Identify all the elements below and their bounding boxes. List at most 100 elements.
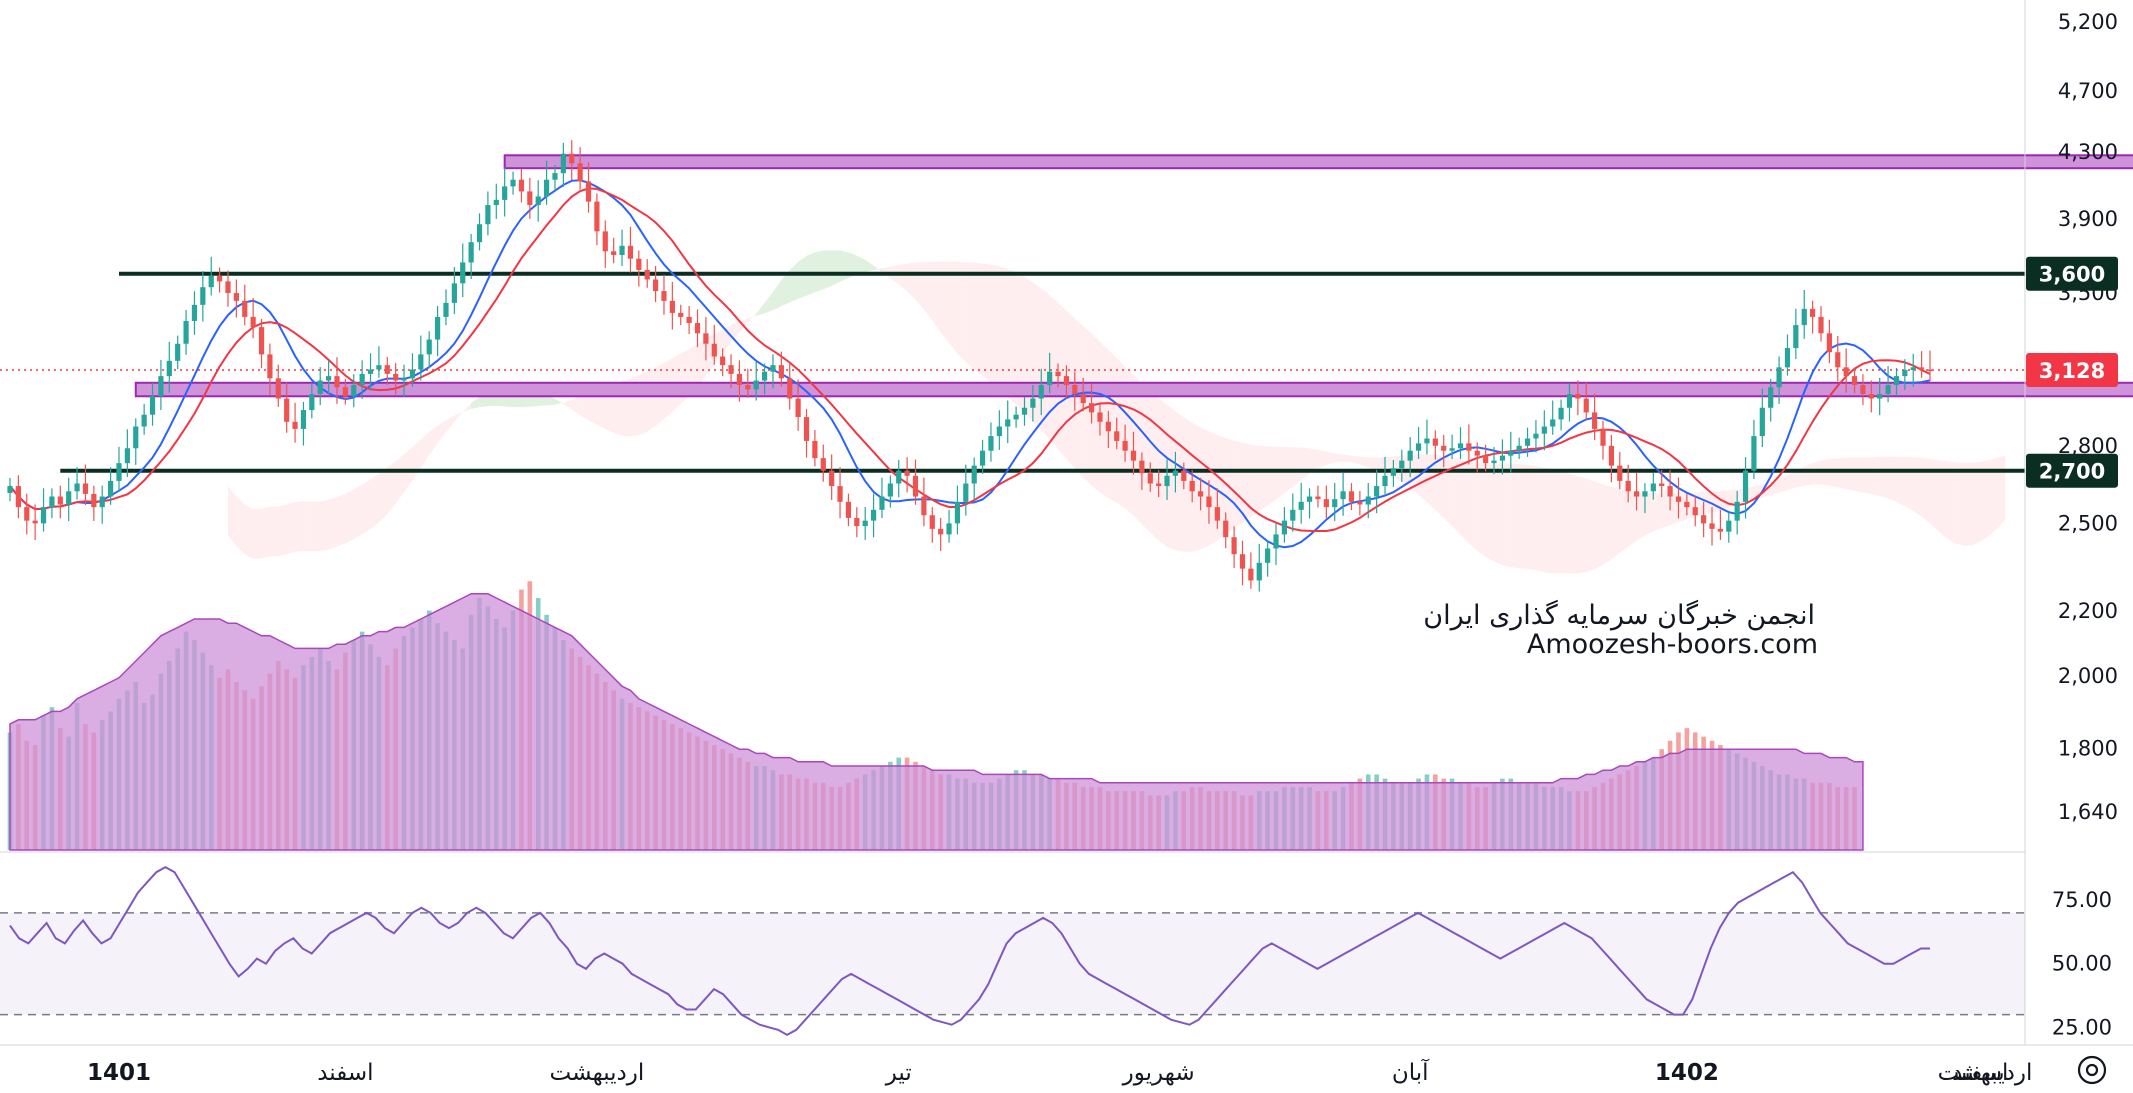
cloud-segment — [345, 489, 354, 544]
candle — [409, 353, 416, 387]
candle — [820, 444, 826, 482]
cloud-segment — [1837, 457, 1847, 490]
cloud-segment — [1259, 445, 1268, 512]
cloud-segment — [823, 250, 832, 290]
cloud-segment — [1058, 302, 1067, 459]
time-tick-label: اسفند — [317, 1060, 373, 1086]
candle — [1197, 477, 1204, 511]
cloud-segment — [580, 392, 589, 421]
candle — [661, 274, 667, 315]
candle — [1893, 367, 1900, 397]
candle — [1382, 456, 1388, 495]
ichimoku-cloud — [227, 250, 2006, 574]
candle — [1147, 462, 1153, 492]
candle — [225, 270, 231, 307]
candle — [1742, 457, 1749, 519]
cloud-segment — [1359, 456, 1369, 468]
cloud-segment — [1787, 470, 1796, 490]
cloud-segment — [647, 367, 656, 432]
candle — [1684, 493, 1690, 516]
cloud-segment — [1519, 464, 1528, 569]
time-tick-label: 1401 — [87, 1060, 151, 1086]
cloud-segment — [1083, 326, 1092, 486]
candle — [1105, 410, 1111, 448]
candle — [1843, 348, 1849, 393]
cloud-segment — [907, 262, 916, 300]
candle — [1005, 400, 1011, 444]
candle — [200, 270, 206, 322]
cloud-segment — [873, 265, 882, 273]
price-tick-label: 1,800 — [2058, 736, 2118, 760]
candle — [1701, 501, 1707, 538]
cloud-segment — [1913, 457, 1922, 517]
cloud-segment — [1343, 454, 1352, 463]
candle — [1239, 540, 1246, 586]
cloud-segment — [1921, 457, 1930, 524]
candle — [434, 306, 441, 357]
candle — [1625, 464, 1631, 503]
cloud-segment — [722, 324, 732, 354]
last-price-badge-text: 3,128 — [2039, 359, 2105, 383]
candle — [1810, 300, 1816, 334]
candle — [1709, 507, 1715, 546]
cloud-segment — [1099, 341, 1109, 499]
time-tick-label: 1402 — [1655, 1060, 1719, 1086]
candle — [15, 475, 21, 519]
candle — [1088, 384, 1095, 424]
candle — [468, 233, 474, 280]
candle — [1055, 363, 1061, 388]
candle — [359, 360, 365, 399]
candle — [787, 362, 793, 410]
candle — [1650, 472, 1656, 500]
candle — [812, 430, 818, 467]
price-tick-label: 4,700 — [2058, 79, 2118, 103]
level-badge-text: 3,600 — [2039, 263, 2105, 287]
cloud-segment — [1418, 454, 1427, 503]
candle — [217, 267, 223, 293]
cloud-segment — [1276, 446, 1285, 500]
cloud-segment — [1167, 404, 1176, 551]
rsi-tick-label: 50.00 — [2052, 952, 2112, 976]
cloud-segment — [1435, 454, 1444, 518]
price-zone — [503, 154, 2133, 170]
candle — [510, 171, 516, 195]
candle — [1524, 427, 1531, 457]
candle — [342, 379, 348, 405]
candle — [1466, 424, 1472, 465]
candle — [1281, 507, 1288, 543]
cloud-segment — [311, 501, 321, 552]
candle — [485, 191, 491, 236]
candle — [384, 356, 390, 385]
cloud-segment — [353, 484, 363, 540]
cloud-segment — [588, 389, 597, 425]
candle — [979, 439, 986, 474]
cloud-segment — [471, 396, 480, 409]
settings-icon[interactable] — [2077, 1055, 2107, 1085]
cloud-segment — [1879, 456, 1889, 499]
cloud-segment — [856, 255, 866, 275]
cloud-segment — [1242, 442, 1251, 523]
cloud-segment — [1141, 383, 1151, 533]
cloud-segment — [747, 313, 757, 324]
candle — [946, 509, 952, 543]
candle — [1340, 472, 1346, 516]
candle — [518, 168, 525, 203]
candle — [1114, 417, 1120, 450]
candle — [133, 418, 139, 465]
cloud-segment — [731, 321, 740, 343]
cloud-segment — [940, 261, 950, 344]
candle — [694, 309, 701, 348]
cloud-segment — [1577, 476, 1587, 574]
candle — [678, 304, 684, 326]
rsi-band — [0, 912, 2025, 1015]
cloud-segment — [1368, 457, 1377, 471]
cloud-segment — [429, 425, 438, 455]
cloud-segment — [395, 454, 405, 504]
cloud-segment — [546, 395, 555, 406]
candle — [1868, 380, 1874, 413]
time-tick-label: اسفند — [1952, 1060, 2008, 1086]
cloud-segment — [1125, 366, 1134, 516]
price-tick-label: 5,200 — [2058, 10, 2118, 34]
candle — [1583, 382, 1589, 421]
